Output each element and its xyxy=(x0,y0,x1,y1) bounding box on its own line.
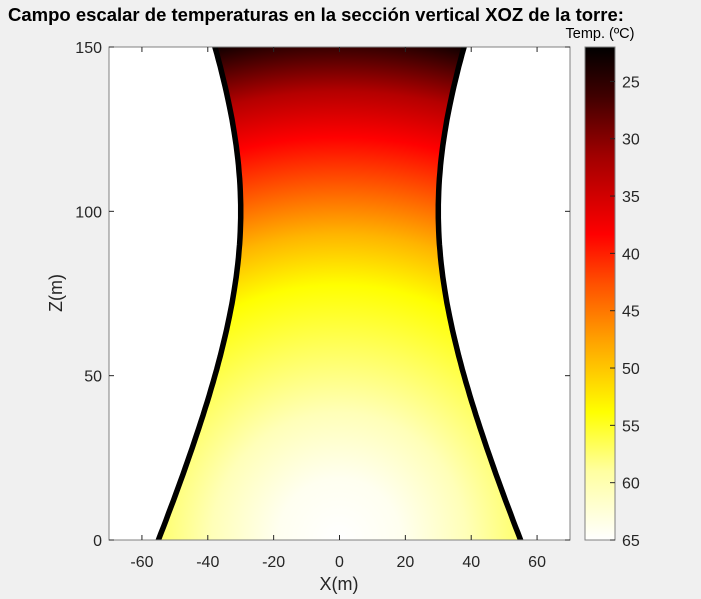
y-axis: 0 50 100 150 xyxy=(75,40,570,550)
x-tick-label: 20 xyxy=(396,554,414,571)
x-axis-label: X(m) xyxy=(320,574,359,594)
x-tick-label: 60 xyxy=(528,554,546,571)
colorbar-tick-label: 45 xyxy=(622,304,640,321)
tower-right-wall xyxy=(435,47,524,540)
chart-title: Campo escalar de temperaturas en la secc… xyxy=(8,4,624,25)
colorbar-tick-label: 35 xyxy=(622,189,640,206)
colorbar-tick-label: 50 xyxy=(622,361,640,378)
y-tick-label: 50 xyxy=(84,369,102,386)
colorbar-tick-label: 55 xyxy=(622,418,640,435)
colorbar-tick-label: 60 xyxy=(622,476,640,493)
x-tick-label: 40 xyxy=(462,554,480,571)
y-tick-label: 0 xyxy=(93,533,102,550)
colorbar-tick-label: 40 xyxy=(622,246,640,263)
colorbar-tick-label: 25 xyxy=(622,74,640,91)
colorbar-tick-label: 30 xyxy=(622,132,640,149)
y-tick-label: 100 xyxy=(75,204,102,221)
colorbar-title: Temp. (ºC) xyxy=(566,26,635,42)
x-tick-label: 0 xyxy=(335,554,344,571)
x-tick-label: -40 xyxy=(196,554,219,571)
temperature-field xyxy=(155,47,524,540)
tower-left-wall xyxy=(155,47,244,540)
colorbar-tick-label: 65 xyxy=(622,533,640,550)
y-axis-label: Z(m) xyxy=(46,274,66,312)
y-tick-label: 150 xyxy=(75,40,102,57)
x-tick-label: -60 xyxy=(130,554,153,571)
x-tick-label: -20 xyxy=(262,554,285,571)
colorbar: 25 30 35 40 45 50 55 60 65 Temp. (ºC) xyxy=(566,26,640,550)
x-axis: -60 -40 -20 0 20 40 60 xyxy=(130,47,546,571)
